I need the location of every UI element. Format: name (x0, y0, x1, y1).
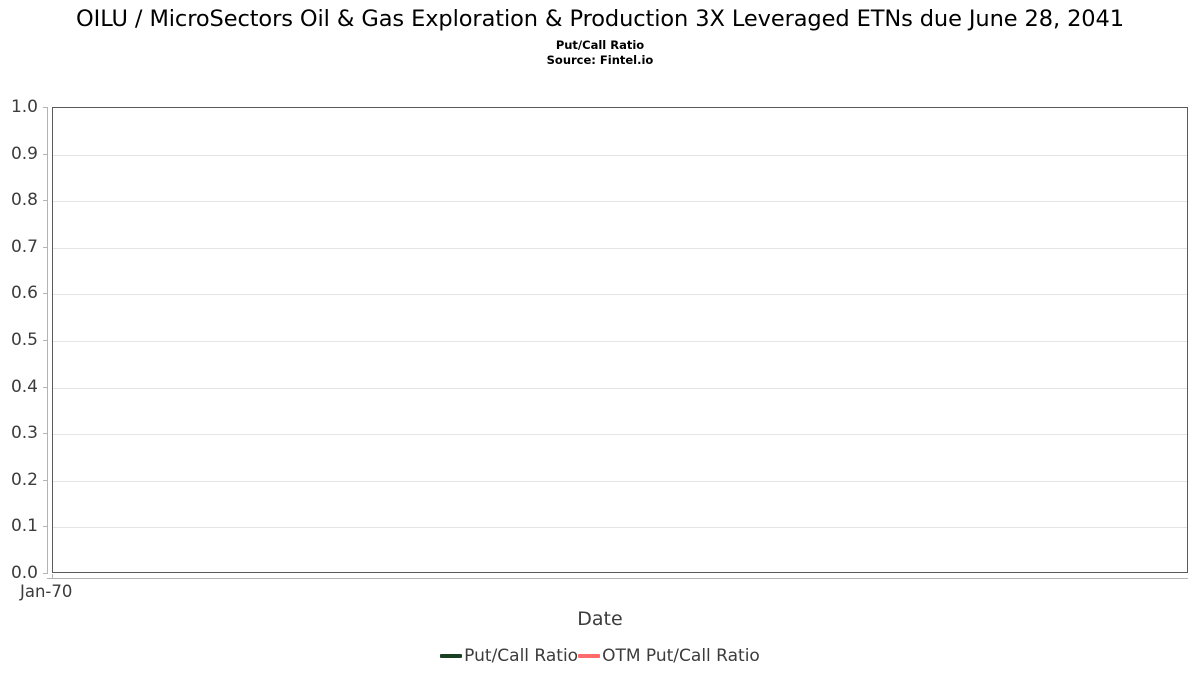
legend-item[interactable]: Put/Call Ratio (440, 646, 578, 666)
chart-source-label: Source: Fintel.io (546, 52, 654, 67)
legend-item-label: Put/Call Ratio (464, 646, 579, 666)
gridline (53, 480, 1187, 482)
chart-subtitle: Put/Call Ratio (555, 38, 645, 52)
y-axis-tick-label: 0.7 (10, 236, 38, 257)
y-axis-tick-label: 0.6 (10, 283, 38, 304)
y-axis-tick (43, 107, 48, 108)
legend-item[interactable]: OTM Put/Call Ratio (578, 646, 760, 666)
chart-legend: Put/Call Ratio OTM Put/Call Ratio (0, 646, 1200, 666)
legend-line-icon (578, 654, 601, 658)
gridline (53, 527, 1187, 529)
legend-line-icon (440, 654, 463, 658)
y-axis-tick-label: 0.0 (10, 563, 38, 583)
y-axis-tick (43, 293, 48, 295)
gridline (53, 341, 1187, 342)
x-axis-tick-label: Jan-70 (20, 582, 73, 601)
y-axis-tick-label: 1.0 (10, 97, 38, 117)
gridlines-group (53, 108, 1187, 572)
x-axis-tick (52, 574, 53, 579)
gridline (53, 294, 1187, 296)
gridline (53, 201, 1187, 203)
y-axis-tick-label: 0.8 (10, 190, 38, 211)
gridline (53, 434, 1187, 436)
chart-title-block: OILU / MicroSectors Oil & Gas Exploratio… (0, 4, 1200, 67)
y-axis-tick-label: 0.2 (10, 469, 38, 490)
y-axis-tick (43, 200, 48, 202)
y-axis-tick (43, 386, 48, 388)
series-layer (53, 108, 1189, 574)
y-axis-tick-label: 0.4 (10, 376, 38, 397)
y-axis-tick (43, 340, 48, 341)
y-axis-tick-label: 0.3 (10, 423, 38, 444)
gridline (53, 387, 1187, 389)
x-axis-spine (47, 578, 1188, 579)
y-axis-tick (43, 433, 48, 435)
gridline (53, 247, 1187, 249)
y-axis-tick (43, 479, 48, 481)
gridline (53, 154, 1187, 156)
legend-item-label: OTM Put/Call Ratio (602, 646, 760, 666)
y-axis-tick-label: 0.5 (10, 330, 38, 350)
y-axis-tick-label: 0.9 (10, 143, 38, 164)
plot-area (52, 107, 1188, 573)
y-axis-tick (43, 153, 48, 155)
y-axis-tick (43, 526, 48, 528)
y-axis-tick (43, 573, 48, 574)
x-axis-title: Date (577, 608, 623, 630)
y-axis-tick (43, 246, 48, 248)
y-axis-tick-label: 0.1 (10, 516, 38, 537)
chart-title: OILU / MicroSectors Oil & Gas Exploratio… (76, 6, 1124, 32)
